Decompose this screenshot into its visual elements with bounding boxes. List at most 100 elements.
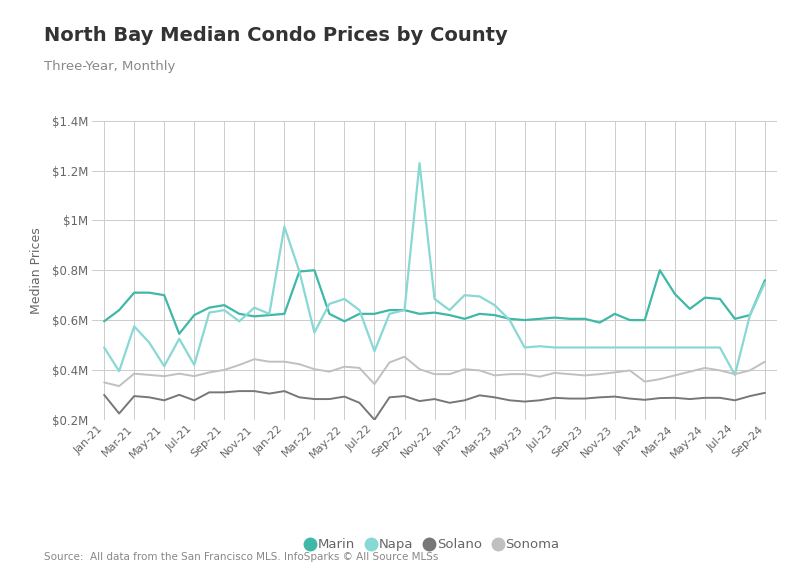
Solano [400, 393, 409, 400]
Sonoma [340, 363, 349, 370]
Sonoma [430, 371, 440, 378]
Sonoma [565, 371, 574, 378]
Marin [430, 309, 440, 316]
Solano [159, 397, 169, 404]
Napa [550, 344, 560, 351]
Solano [219, 389, 229, 396]
Sonoma [685, 368, 694, 375]
Napa [745, 312, 755, 319]
Marin [219, 302, 229, 309]
Napa [175, 335, 184, 342]
Solano [295, 394, 304, 401]
Marin [550, 314, 560, 321]
Sonoma [370, 381, 380, 388]
Sonoma [219, 366, 229, 373]
Sonoma [745, 367, 755, 374]
Solano [430, 396, 440, 402]
Napa [490, 302, 500, 309]
Marin [655, 267, 665, 274]
Marin [250, 313, 260, 320]
Solano [460, 397, 469, 404]
Sonoma [355, 365, 364, 371]
Marin [130, 289, 139, 296]
Napa [370, 348, 380, 355]
Napa [460, 292, 469, 298]
Marin [715, 296, 725, 302]
Napa [235, 318, 244, 325]
Napa [625, 344, 634, 351]
Y-axis label: Median Prices: Median Prices [30, 227, 43, 313]
Solano [190, 397, 199, 404]
Marin [295, 268, 304, 275]
Napa [520, 344, 529, 351]
Solano [204, 389, 214, 396]
Marin [625, 317, 634, 324]
Napa [685, 344, 694, 351]
Napa [610, 344, 620, 351]
Line: Solano: Solano [104, 391, 765, 420]
Marin [610, 310, 620, 317]
Solano [565, 395, 574, 402]
Marin [595, 319, 605, 326]
Sonoma [250, 356, 260, 363]
Marin [280, 310, 289, 317]
Napa [250, 304, 260, 311]
Napa [280, 223, 289, 230]
Napa [760, 279, 770, 286]
Sonoma [310, 366, 320, 373]
Napa [204, 309, 214, 316]
Solano [280, 388, 289, 394]
Sonoma [295, 361, 304, 367]
Sonoma [99, 379, 109, 386]
Sonoma [731, 371, 740, 378]
Sonoma [264, 358, 274, 365]
Napa [115, 368, 124, 375]
Sonoma [535, 373, 545, 380]
Napa [355, 306, 364, 313]
Marin [475, 310, 485, 317]
Marin [415, 310, 425, 317]
Sonoma [130, 370, 139, 377]
Napa [219, 306, 229, 313]
Solano [144, 394, 154, 401]
Solano [490, 394, 500, 401]
Solano [715, 394, 725, 401]
Solano [475, 392, 485, 399]
Sonoma [595, 371, 605, 378]
Text: Three-Year, Monthly: Three-Year, Monthly [44, 60, 175, 74]
Marin [324, 310, 334, 317]
Napa [655, 344, 665, 351]
Solano [670, 394, 680, 401]
Napa [580, 344, 590, 351]
Sonoma [670, 372, 680, 379]
Solano [640, 396, 650, 403]
Marin [400, 306, 409, 313]
Sonoma [490, 372, 500, 379]
Marin [640, 317, 650, 324]
Marin [204, 304, 214, 311]
Sonoma [415, 366, 425, 373]
Sonoma [655, 375, 665, 382]
Marin [580, 315, 590, 322]
Napa [144, 339, 154, 346]
Napa [640, 344, 650, 351]
Napa [264, 310, 274, 317]
Solano [731, 397, 740, 404]
Napa [535, 343, 545, 350]
Marin [445, 312, 454, 319]
Sonoma [445, 371, 454, 378]
Solano [535, 397, 545, 404]
Marin [565, 315, 574, 322]
Napa [700, 344, 710, 351]
Solano [235, 388, 244, 394]
Marin [384, 306, 394, 313]
Marin [340, 318, 349, 325]
Solano [610, 393, 620, 400]
Napa [445, 306, 454, 313]
Napa [384, 310, 394, 317]
Solano [130, 393, 139, 400]
Legend: Marin, Napa, Solano, Sonoma: Marin, Napa, Solano, Sonoma [304, 533, 565, 557]
Solano [550, 394, 560, 401]
Sonoma [324, 368, 334, 375]
Marin [745, 312, 755, 319]
